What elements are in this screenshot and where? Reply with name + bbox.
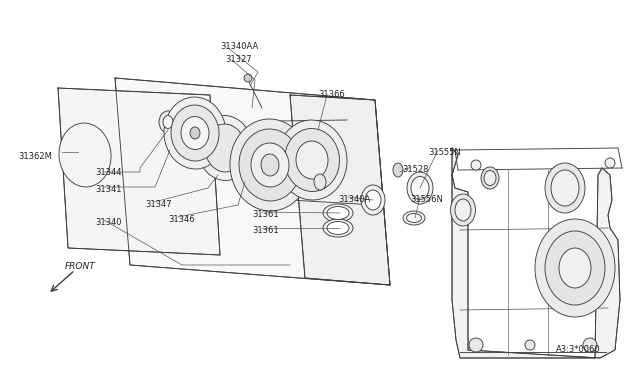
Text: FRONT: FRONT — [65, 262, 96, 271]
Ellipse shape — [455, 199, 471, 221]
Ellipse shape — [365, 190, 381, 210]
Ellipse shape — [296, 141, 328, 179]
Ellipse shape — [393, 163, 403, 177]
Ellipse shape — [545, 231, 605, 305]
Ellipse shape — [361, 185, 385, 215]
Ellipse shape — [277, 120, 347, 200]
Text: 31344: 31344 — [95, 168, 122, 177]
Ellipse shape — [403, 211, 425, 225]
Ellipse shape — [545, 163, 585, 213]
Ellipse shape — [239, 129, 301, 201]
Polygon shape — [58, 88, 220, 255]
Text: 31361: 31361 — [252, 226, 278, 235]
Text: 31528: 31528 — [402, 165, 429, 174]
Text: 31555N: 31555N — [428, 148, 461, 157]
Ellipse shape — [190, 127, 200, 139]
Polygon shape — [452, 148, 620, 358]
Ellipse shape — [451, 194, 476, 226]
Polygon shape — [290, 95, 390, 285]
Circle shape — [583, 338, 597, 352]
Ellipse shape — [163, 115, 173, 128]
Ellipse shape — [230, 119, 310, 211]
Text: 31366: 31366 — [318, 90, 345, 99]
Ellipse shape — [159, 111, 177, 133]
Ellipse shape — [406, 214, 422, 222]
Text: A3:3*0060: A3:3*0060 — [556, 345, 600, 354]
Ellipse shape — [481, 167, 499, 189]
Text: 31340: 31340 — [95, 218, 122, 227]
Circle shape — [605, 158, 615, 168]
Text: 31327: 31327 — [225, 55, 252, 64]
Ellipse shape — [181, 116, 209, 150]
Circle shape — [244, 74, 252, 82]
Ellipse shape — [411, 176, 429, 199]
Ellipse shape — [551, 170, 579, 206]
Text: 31556N: 31556N — [410, 195, 443, 204]
Circle shape — [469, 338, 483, 352]
Ellipse shape — [205, 124, 245, 172]
Circle shape — [471, 160, 481, 170]
Ellipse shape — [407, 172, 433, 204]
Ellipse shape — [59, 123, 111, 187]
Ellipse shape — [535, 219, 615, 317]
Ellipse shape — [327, 206, 349, 219]
Ellipse shape — [323, 204, 353, 222]
Ellipse shape — [323, 219, 353, 237]
Ellipse shape — [327, 221, 349, 234]
Ellipse shape — [251, 143, 289, 187]
Text: 31346: 31346 — [168, 215, 195, 224]
Ellipse shape — [314, 174, 326, 190]
Text: 31347: 31347 — [145, 200, 172, 209]
Ellipse shape — [484, 170, 496, 186]
Text: 31340AA: 31340AA — [220, 42, 259, 51]
Ellipse shape — [261, 154, 279, 176]
Polygon shape — [115, 78, 390, 285]
Ellipse shape — [198, 116, 253, 180]
Circle shape — [525, 340, 535, 350]
Ellipse shape — [171, 105, 219, 161]
Text: 31341: 31341 — [95, 185, 122, 194]
Text: 31362M: 31362M — [18, 152, 52, 161]
Ellipse shape — [285, 128, 339, 192]
Ellipse shape — [559, 248, 591, 288]
Text: 31361: 31361 — [252, 210, 278, 219]
Ellipse shape — [164, 97, 226, 169]
Text: 31340A: 31340A — [338, 195, 371, 204]
